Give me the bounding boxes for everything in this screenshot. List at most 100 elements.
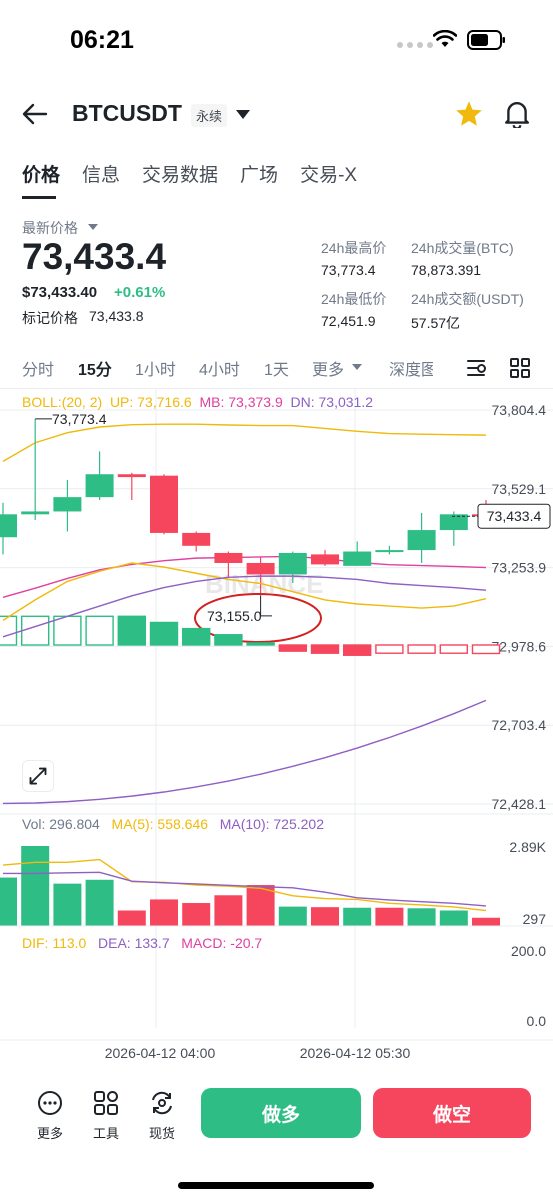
price-axis-label: 72,428.1	[492, 796, 547, 812]
long-button[interactable]: 做多	[201, 1088, 361, 1138]
stat-value: 78,873.391	[411, 262, 482, 278]
volume-bar	[246, 885, 275, 926]
spot-button[interactable]: 现货	[142, 1090, 182, 1142]
stat-value: 72,451.9	[321, 313, 376, 329]
fullscreen-expand-icon[interactable]	[22, 760, 54, 792]
macd-value: MACD: -20.7	[181, 935, 263, 951]
highlight-circle	[194, 593, 322, 643]
divider	[0, 388, 553, 389]
boll-dn-value: DN: 73,031.2	[290, 394, 374, 410]
spot-swap-icon	[152, 1091, 172, 1115]
volume-bar	[182, 903, 211, 926]
high-annotation-label: 73,773.4	[52, 411, 107, 427]
stat-label: 24h最低价	[321, 291, 387, 307]
tools-button[interactable]: 工具	[86, 1090, 126, 1142]
price-axis-label: 73,529.1	[492, 481, 547, 497]
macd-histogram-bar	[0, 615, 18, 646]
volume-bar	[85, 879, 114, 926]
mark-price-label: 标记价格	[22, 310, 78, 326]
tab-trade-x[interactable]: 交易-X	[300, 165, 358, 186]
candle-body	[246, 562, 275, 575]
main-tabs: 价格 信息 交易数据 广场 交易-X	[22, 160, 379, 187]
caret-down-icon[interactable]	[88, 224, 98, 230]
cellular-signal-icon	[397, 42, 433, 48]
macd-histogram-bar	[149, 621, 179, 646]
interval-1d[interactable]: 1天	[264, 362, 289, 379]
symbol-title[interactable]: BTCUSDT	[72, 100, 182, 126]
indicator-settings-icon[interactable]	[466, 358, 488, 378]
status-time: 06:21	[70, 26, 134, 54]
current-price-tag	[477, 503, 551, 529]
volume-axis-label: 2.89K	[509, 839, 546, 855]
tab-trading-data[interactable]: 交易数据	[142, 165, 219, 186]
volume-bar	[278, 906, 307, 926]
macd-histogram-bar	[181, 627, 211, 646]
low-annotation-line	[260, 595, 272, 617]
macd-histogram-bar	[117, 615, 147, 646]
bell-icon[interactable]	[504, 100, 530, 128]
bottom-action-bar: 更多 工具 现货 做多 做空	[0, 1070, 553, 1160]
caret-down-icon[interactable]	[352, 364, 362, 370]
tab-square[interactable]: 广场	[240, 165, 279, 186]
tab-price[interactable]: 价格	[22, 165, 61, 186]
volume-bar	[407, 908, 436, 926]
macd-dea: DEA: 133.7	[98, 935, 170, 951]
price-axis-label: 72,703.4	[492, 717, 547, 733]
macd-histogram-bar	[310, 644, 340, 654]
more-label: 更多	[36, 1126, 63, 1141]
usd-price: $73,433.40	[22, 284, 98, 301]
interval-15m[interactable]: 15分	[78, 362, 112, 379]
volume-bar	[343, 907, 372, 926]
grid-layout-icon[interactable]	[510, 358, 530, 378]
macd-dif-line	[2, 562, 487, 621]
volume-bar	[214, 895, 243, 926]
volume-ma10-line	[3, 871, 487, 907]
home-indicator	[178, 1182, 374, 1189]
price-change-percent: +0.61%	[114, 284, 166, 301]
header: BTCUSDT 永续	[0, 90, 553, 140]
time-axis-label: 2026-04-12 04:00	[105, 1045, 216, 1061]
volume-ma5-line	[2, 858, 487, 912]
interval-1h[interactable]: 1小时	[135, 362, 176, 379]
more-button[interactable]: 更多	[30, 1090, 70, 1142]
last-price: 73,433.4	[22, 236, 167, 277]
interval-more[interactable]: 更多	[312, 362, 345, 379]
price-axis-label: 73,804.4	[492, 402, 547, 418]
candle-body	[214, 552, 243, 563]
price-axis-label: 73,253.9	[492, 560, 547, 576]
volume-bar	[0, 877, 17, 926]
low-annotation-label: 73,155.0	[207, 608, 262, 624]
interval-time-sharing[interactable]: 分时	[22, 362, 55, 379]
candle-body	[407, 530, 436, 551]
macd-histogram-bar	[214, 634, 243, 646]
boll-mb-value: MB: 73,373.9	[199, 394, 283, 410]
active-tab-indicator	[22, 196, 56, 199]
candle-body	[150, 475, 178, 533]
interval-4h[interactable]: 4小时	[199, 362, 240, 379]
volume-bar	[150, 899, 178, 926]
macd-dif: DIF: 113.0	[22, 935, 87, 951]
macd-histogram-bar	[53, 615, 82, 646]
macd-histogram-bar	[439, 644, 468, 654]
interval-depth-chart[interactable]: 深度图	[389, 362, 433, 379]
current-price-label: 73,433.4	[487, 508, 542, 524]
boll-legend: BOLL:(20, 2) UP: 73,716.6 MB: 73,373.9 D…	[22, 394, 373, 410]
boll-up-value: UP: 73,716.6	[109, 394, 192, 410]
tools-label: 工具	[92, 1126, 119, 1141]
favorite-star-icon[interactable]	[455, 100, 483, 127]
price-summary: 最新价格 73,433.4 $73,433.40 +0.61% 标记价格 73,…	[22, 216, 532, 336]
candlestick-chart[interactable]: 73,804.4 73,529.1 73,253.9 72,978.6 72,703.4…	[0, 388, 553, 1070]
volume-bar	[375, 907, 404, 926]
tab-info[interactable]: 信息	[82, 165, 121, 186]
back-arrow-icon[interactable]	[22, 102, 48, 126]
last-price-label[interactable]: 最新价格	[22, 220, 78, 236]
caret-down-icon[interactable]	[236, 110, 250, 119]
candle-body	[117, 474, 146, 478]
mark-price-value: 73,433.8	[89, 308, 144, 324]
price-axis-label: 72,978.6	[492, 638, 547, 654]
spot-label: 现货	[148, 1126, 175, 1141]
short-button[interactable]: 做空	[373, 1088, 531, 1138]
more-dots-icon	[38, 1091, 62, 1115]
boll-lower-line	[2, 699, 487, 805]
candle-body	[182, 532, 211, 546]
